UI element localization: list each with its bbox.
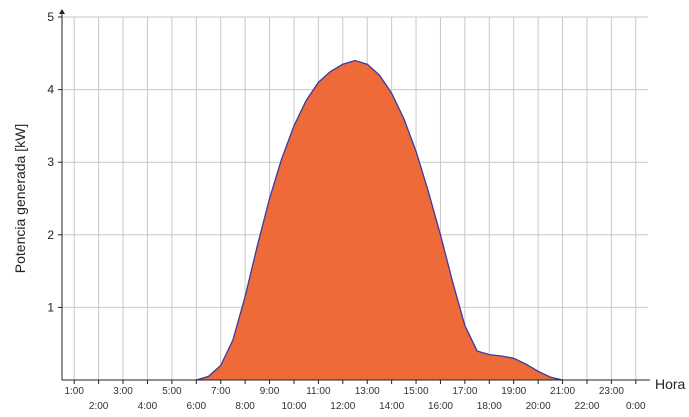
x-tick-label-upper: 15:00 (404, 386, 429, 397)
y-tick-label: 3 (47, 155, 54, 169)
x-tick-label-lower: 22:00 (574, 401, 599, 412)
y-axis-arrow (59, 9, 65, 14)
x-tick-label-lower: 8:00 (235, 401, 255, 412)
y-tick-label: 1 (47, 300, 54, 314)
x-tick-label-lower: 14:00 (379, 401, 404, 412)
area-layer (196, 59, 563, 381)
labels-layer: 1 2 3 4 5 1:00 3:00 5:00 7:00 9:00 11:00 13:00 15:00… (47, 10, 646, 412)
x-tick-label-lower: 12:00 (330, 401, 355, 412)
x-tick-label-lower: 4:00 (138, 401, 158, 412)
x-tick-label-upper: 19:00 (501, 386, 526, 397)
x-tick-label-upper: 11:00 (306, 386, 331, 397)
x-tick-label-upper: 13:00 (355, 386, 380, 397)
x-tick-label-lower: 6:00 (187, 401, 207, 412)
x-tick-label-upper: 9:00 (260, 386, 280, 397)
x-tick-label-lower: 18:00 (477, 401, 502, 412)
x-axis-title: Hora (655, 376, 686, 392)
series-line (196, 59, 563, 381)
x-tick-label-upper: 21:00 (550, 386, 575, 397)
x-tick-label-upper: 17:00 (452, 386, 477, 397)
x-tick-label-upper: 23:00 (599, 386, 624, 397)
x-tick-label-lower: 0:00 (626, 401, 646, 412)
x-tick-label-upper: 7:00 (211, 386, 231, 397)
x-tick-label-upper: 3:00 (113, 386, 133, 397)
series-area (196, 60, 563, 381)
x-tick-label-upper: 1:00 (64, 386, 84, 397)
y-tick-label: 2 (47, 228, 54, 242)
y-tick-label: 5 (47, 10, 54, 24)
x-tick-label-lower: 2:00 (89, 401, 109, 412)
y-axis-title: Potencia generada [kW] (12, 124, 28, 273)
x-tick-label-lower: 20:00 (526, 401, 551, 412)
y-tick-label: 4 (47, 83, 54, 97)
axes-layer (58, 9, 650, 384)
x-tick-label-upper: 5:00 (162, 386, 182, 397)
x-tick-label-lower: 10:00 (281, 401, 306, 412)
x-tick-label-lower: 16:00 (428, 401, 453, 412)
